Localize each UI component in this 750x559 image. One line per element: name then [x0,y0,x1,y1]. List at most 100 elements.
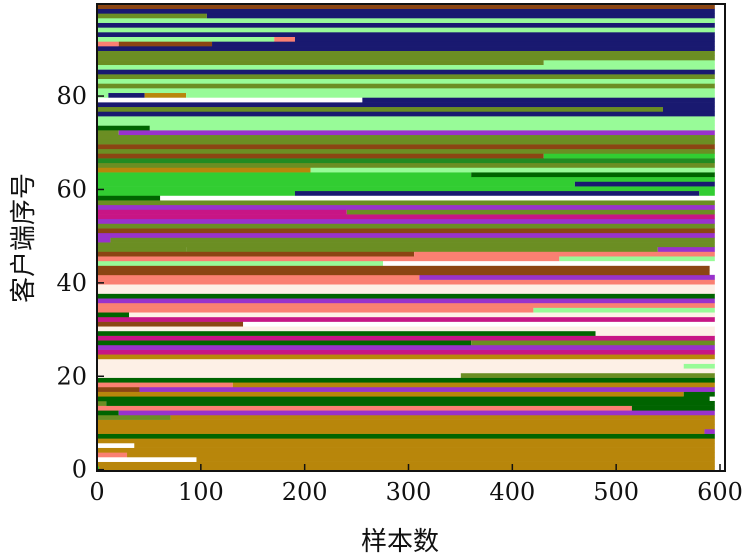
bar-segment-client-83-0 [98,78,715,84]
bar-segment-client-35-0 [98,302,715,308]
bar-segment-client-73-0 [98,125,150,131]
bar-segment-client-11-1 [170,414,715,420]
bar-segment-client-71-0 [98,134,715,140]
bar-segment-client-98-0 [98,8,715,14]
bar-segment-client-15-0 [98,396,710,402]
bar-segment-client-33-0 [98,312,130,318]
bar-segment-client-58-1 [160,195,715,201]
bar-segment-client-75-0 [98,116,715,122]
bar-segment-client-45-1 [559,256,715,262]
bar-segment-client-2-1 [196,456,715,462]
bar-segment-client-5-0 [98,442,135,448]
bar-segment-client-53-0 [98,218,715,224]
bar-segment-client-8-0 [98,428,705,434]
bar-segment-client-27-0 [98,340,472,346]
bar-segment-client-16-1 [683,391,715,397]
bar-segment-client-79-0 [98,97,363,103]
bar-segment-client-13-0 [98,405,632,411]
bar-segment-client-47-0 [98,246,187,252]
bar-segment-client-17-0 [98,386,140,392]
bar-segment-client-51-0 [98,228,715,234]
bar-segment-client-5-1 [134,442,715,448]
bar-segment-client-17-1 [139,386,715,392]
bar-segment-client-3-1 [127,452,715,458]
bar-segment-client-87-0 [98,60,544,66]
bar-segment-client-74-0 [98,120,715,126]
bar-segment-client-59-1 [294,190,700,196]
bar-segment-client-92-2 [294,36,715,42]
bar-segment-client-91-0 [98,41,119,47]
bar-segment-client-97-0 [98,13,207,19]
bar-segment-client-10-0 [98,419,715,425]
plot-frame [96,3,726,472]
bar-segment-client-93-0 [98,32,715,37]
bar-segment-client-20-1 [460,372,715,378]
bar-segment-client-30-0 [98,326,715,332]
y-tick-label: 40 [56,269,87,297]
bar-segment-client-22-1 [683,363,715,369]
x-tick-label: 100 [178,478,224,506]
y-axis-title: 客户端序号 [9,173,39,303]
bar-segment-client-86-0 [98,64,715,70]
bar-segment-client-63-1 [471,172,715,178]
bar-segment-client-42-0 [98,270,710,276]
bar-segment-client-40-0 [98,279,715,285]
x-tick-label: 200 [282,478,328,506]
bar-segment-client-18-0 [98,382,233,388]
bar-segment-client-16-0 [98,391,684,397]
bar-segment-client-49-1 [110,237,715,243]
x-tick-label: 300 [386,478,432,506]
bar-segment-client-91-2 [212,41,715,47]
bar-segment-client-56-0 [98,204,715,210]
bar-segment-client-77-0 [98,106,663,112]
bar-segment-client-8-1 [704,428,715,434]
bar-segment-client-34-1 [533,307,715,313]
bar-segment-client-88-0 [98,55,715,61]
bar-segment-client-18-1 [232,382,715,388]
bar-segment-client-92-0 [98,36,275,42]
bar-segment-client-43-0 [98,265,710,271]
bar-segment-client-39-0 [98,284,715,290]
bar-segment-client-50-0 [98,232,715,238]
bar-segment-client-21-0 [98,368,715,374]
bar-segment-client-73-1 [149,125,715,131]
bar-segment-client-90-0 [98,46,715,51]
bar-segment-client-65-0 [98,162,715,168]
bar-segment-client-11-0 [98,414,171,420]
y-axis: 0 20 40 60 80 [56,82,104,484]
bar-segment-client-92-1 [274,36,295,42]
bar-segment-client-64-0 [98,167,311,173]
bar-segment-client-59-2 [699,190,715,196]
y-tick-label: 80 [56,82,87,110]
bar-segment-client-95-0 [98,22,715,28]
bar-segment-client-54-0 [98,214,715,220]
bar-segment-client-55-1 [346,209,715,215]
bar-segment-client-61-0 [98,181,575,187]
bar-segment-client-46-1 [414,251,715,257]
bar-segment-client-66-0 [98,158,715,164]
bar-segment-client-68-0 [98,148,715,154]
bar-segment-client-80-2 [144,92,187,98]
bar-segment-client-4-0 [98,447,715,453]
bar-segment-client-13-1 [631,405,715,411]
bar-segment-client-32-0 [98,316,715,322]
bar-segment-client-96-0 [98,18,715,23]
bar-segment-client-78-0 [98,102,715,108]
bar-segment-client-23-0 [98,358,715,364]
bar-segment-client-46-0 [98,251,415,257]
bar-segment-client-38-0 [98,288,715,294]
bar-segment-client-47-2 [657,246,715,252]
y-tick-label: 0 [72,456,87,484]
bar-segment-client-20-0 [98,372,461,378]
bar-segment-client-70-0 [98,139,715,145]
bar-segment-client-45-0 [98,256,560,262]
bar-segment-client-34-0 [98,307,534,313]
bar-segment-client-41-0 [98,274,420,280]
bar-segment-client-12-1 [118,410,715,416]
bar-segment-client-81-0 [98,88,715,94]
bar-segment-client-0-0 [98,466,100,471]
bar-segment-client-2-0 [98,456,197,462]
bar-segment-client-3-0 [98,452,128,458]
bar-segment-client-28-0 [98,335,715,341]
